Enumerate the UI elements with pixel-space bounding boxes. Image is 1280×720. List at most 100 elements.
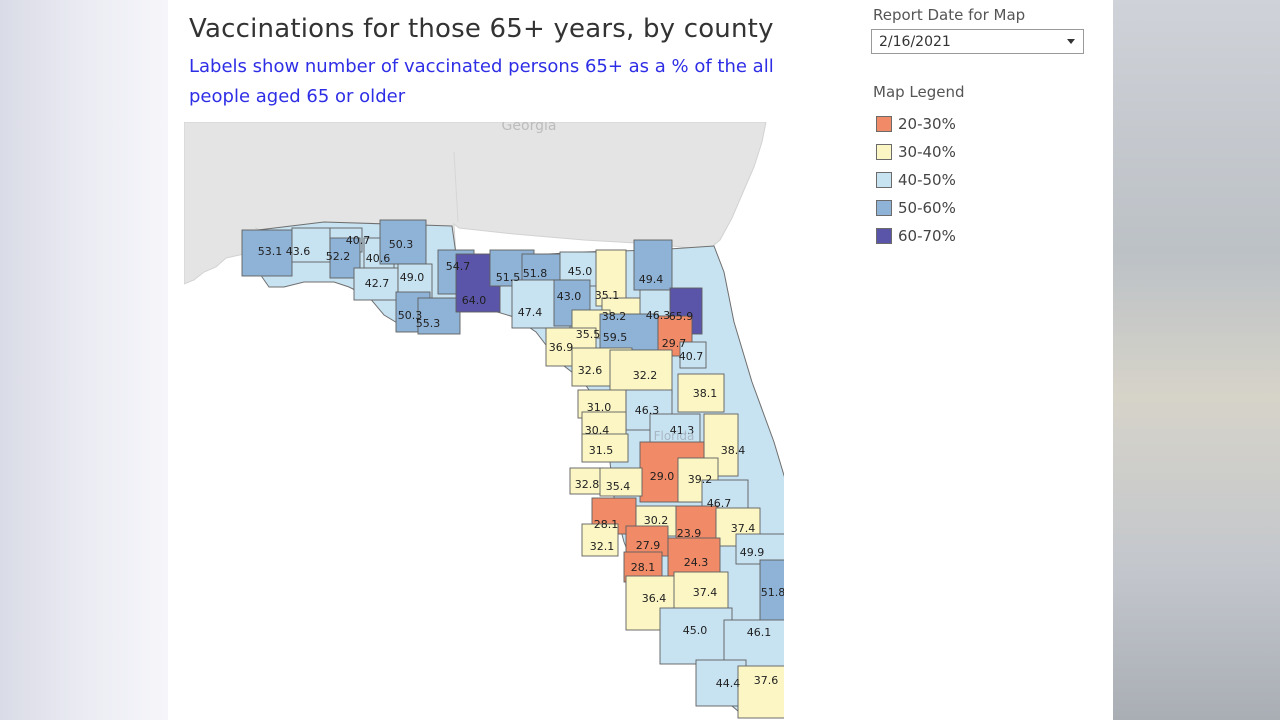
georgia-label: Georgia [502, 122, 557, 134]
county-shape[interactable] [241, 229, 293, 277]
report-date-value: 2/16/2021 [879, 34, 951, 50]
county-map[interactable]: Georgia 53.1 43.6 40.7 52.2 40.6 50.3 42.7 49.0… [184, 122, 784, 720]
county-value-label: 45.0 [683, 624, 708, 637]
county-value-label: 37.4 [693, 586, 718, 599]
county-value-label: 44.4 [716, 677, 741, 690]
county-value-label: 43.0 [557, 290, 582, 303]
county-value-label: 54.7 [446, 260, 471, 273]
county-value-label: 30.4 [585, 424, 610, 437]
left-backdrop [0, 0, 168, 720]
county-value-label: 46.3 [635, 404, 660, 417]
county-shape[interactable] [595, 249, 627, 307]
legend-label: 40-50% [898, 171, 956, 189]
county-value-label: 65.9 [669, 310, 694, 323]
county-value-label: 51.5 [496, 271, 521, 284]
county-value-label: 35.4 [606, 480, 631, 493]
county-value-label: 46.7 [707, 497, 732, 510]
legend-label: 50-60% [898, 199, 956, 217]
county-shape[interactable] [675, 505, 719, 543]
county-value-label: 28.1 [631, 561, 656, 574]
county-value-label: 36.4 [642, 592, 667, 605]
county-value-label: 41.3 [670, 424, 695, 437]
county-shape[interactable] [633, 239, 673, 291]
map-svg: Georgia 53.1 43.640.752.2 40.650.342.7 49.0… [184, 122, 784, 720]
report-date-select[interactable]: 2/16/2021 [871, 29, 1084, 54]
county-shape[interactable] [581, 433, 629, 463]
legend-label: 60-70% [898, 227, 956, 245]
county-value-label: 49.0 [400, 271, 425, 284]
legend-item: 60-70% [876, 222, 956, 250]
legend-item: 50-60% [876, 194, 956, 222]
county-value-label: 59.5 [603, 331, 628, 344]
county-polygons [241, 219, 784, 719]
legend-title: Map Legend [873, 83, 965, 101]
county-value-label: 55.3 [416, 317, 441, 330]
county-shape[interactable] [599, 467, 643, 497]
county-value-label: 42.7 [365, 277, 390, 290]
county-value-label: 35.5 [576, 328, 601, 341]
county-value-label: 40.6 [366, 252, 391, 265]
county-shape[interactable] [353, 267, 399, 301]
county-value-label: 38.1 [693, 387, 718, 400]
dashboard-panel: Vaccinations for those 65+ years, by cou… [168, 0, 1113, 720]
county-value-label: 64.0 [462, 294, 487, 307]
county-value-label: 53.1 [258, 245, 283, 258]
county-shape[interactable] [609, 349, 673, 395]
legend-swatch [876, 228, 892, 244]
legend-swatch [876, 144, 892, 160]
county-shape[interactable] [737, 665, 784, 719]
county-value-label: 50.3 [398, 309, 423, 322]
county-labels: 53.1 43.640.752.2 40.650.342.7 49.050.355.3… [258, 234, 784, 690]
county-value-label: 29.0 [650, 470, 675, 483]
county-shape[interactable] [569, 467, 605, 495]
county-value-label: 27.9 [636, 539, 661, 552]
county-value-label: 35.1 [595, 289, 620, 302]
legend-label: 20-30% [898, 115, 956, 133]
dropdown-caret-icon [1067, 39, 1075, 44]
county-value-label: 43.6 [286, 245, 311, 258]
county-shape[interactable] [679, 341, 707, 369]
county-value-label: 51.8 [761, 586, 784, 599]
county-value-label: 40.7 [679, 350, 704, 363]
florida-label: Florida [654, 429, 695, 443]
county-value-label: 46.3 [646, 309, 671, 322]
county-value-label: 37.6 [754, 674, 779, 687]
county-value-label: 24.3 [684, 556, 709, 569]
legend-item: 20-30% [876, 110, 956, 138]
county-shape[interactable] [581, 523, 619, 557]
county-shape[interactable] [625, 525, 669, 557]
county-value-label: 49.9 [740, 546, 765, 559]
legend-item: 30-40% [876, 138, 956, 166]
county-shape[interactable] [659, 607, 733, 665]
county-value-label: 45.0 [568, 265, 593, 278]
county-value-label: 40.7 [346, 234, 371, 247]
county-value-label: 36.9 [549, 341, 574, 354]
county-shape[interactable] [677, 373, 725, 413]
county-value-label: 38.4 [721, 444, 746, 457]
report-date-label: Report Date for Map [873, 6, 1026, 24]
page-subtitle: Labels show number of vaccinated persons… [189, 56, 774, 107]
county-value-label: 49.4 [639, 273, 664, 286]
county-shape[interactable] [379, 219, 427, 265]
county-shape[interactable] [417, 297, 461, 335]
county-value-label: 28.1 [594, 518, 619, 531]
legend-swatch [876, 172, 892, 188]
county-value-label: 46.1 [747, 626, 772, 639]
county-value-label: 47.4 [518, 306, 543, 319]
right-backdrop [1113, 0, 1280, 720]
county-value-label: 51.8 [523, 267, 548, 280]
county-shape[interactable] [291, 227, 331, 263]
county-value-label: 32.1 [590, 540, 615, 553]
county-value-label: 31.5 [589, 444, 614, 457]
county-value-label: 38.2 [602, 310, 627, 323]
map-legend: 20-30% 30-40% 40-50% 50-60% 60-70% [876, 110, 956, 250]
county-value-label: 39.2 [688, 473, 713, 486]
county-value-label: 31.0 [587, 401, 612, 414]
county-value-label: 30.2 [644, 514, 669, 527]
page-title: Vaccinations for those 65+ years, by cou… [189, 14, 774, 44]
county-value-label: 50.3 [389, 238, 414, 251]
county-value-label: 23.9 [677, 527, 702, 540]
county-value-label: 32.6 [578, 364, 603, 377]
state-border [453, 151, 459, 223]
legend-item: 40-50% [876, 166, 956, 194]
